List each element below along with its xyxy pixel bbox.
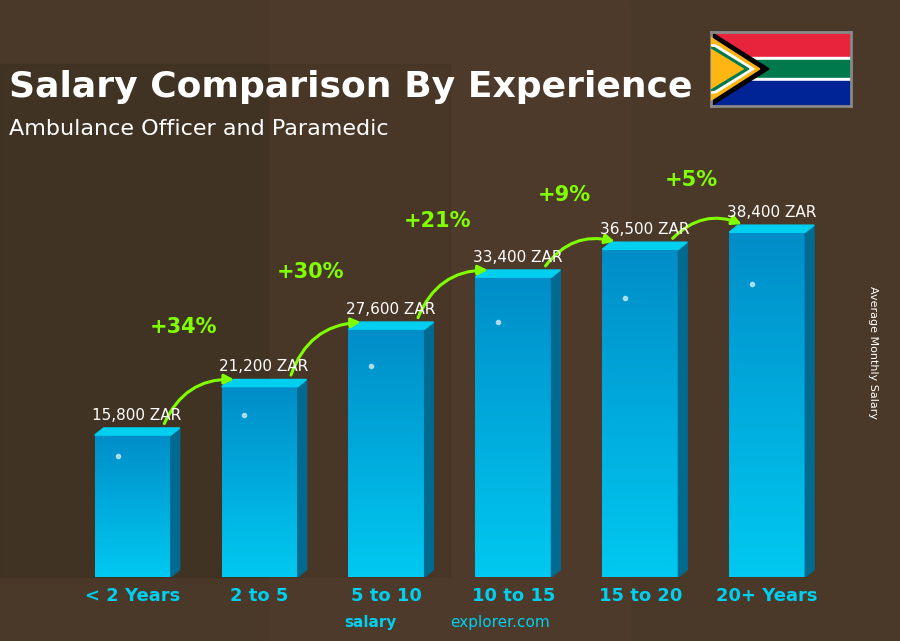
Bar: [729, 531, 806, 537]
Bar: [729, 542, 806, 548]
Bar: [348, 573, 425, 577]
Bar: [221, 406, 298, 409]
Bar: [221, 548, 298, 551]
Bar: [94, 483, 171, 485]
Bar: [94, 499, 171, 501]
Polygon shape: [711, 78, 850, 81]
Bar: [221, 450, 298, 453]
Bar: [602, 528, 679, 533]
Bar: [602, 304, 679, 310]
Bar: [221, 396, 298, 399]
Bar: [475, 462, 552, 467]
Bar: [475, 537, 552, 542]
Bar: [729, 503, 806, 508]
Bar: [729, 278, 806, 284]
Bar: [729, 324, 806, 330]
Bar: [221, 444, 298, 447]
Bar: [94, 478, 171, 480]
Bar: [602, 249, 679, 577]
Bar: [729, 336, 806, 342]
Bar: [348, 515, 425, 519]
Bar: [221, 507, 298, 510]
Bar: [94, 574, 171, 577]
Polygon shape: [711, 60, 850, 78]
Bar: [602, 293, 679, 299]
FancyArrowPatch shape: [165, 375, 230, 424]
Polygon shape: [425, 322, 434, 577]
Bar: [475, 507, 552, 512]
Text: salary: salary: [344, 615, 396, 630]
Bar: [475, 532, 552, 537]
Bar: [348, 531, 425, 536]
Text: 21,200 ZAR: 21,200 ZAR: [219, 359, 309, 374]
Bar: [94, 532, 171, 535]
Bar: [602, 347, 679, 353]
Bar: [221, 482, 298, 485]
Bar: [94, 549, 171, 551]
Bar: [348, 420, 425, 424]
Bar: [475, 287, 552, 292]
Bar: [729, 296, 806, 301]
Bar: [221, 437, 298, 440]
Bar: [221, 415, 298, 419]
Bar: [348, 528, 425, 531]
Bar: [221, 497, 298, 501]
Bar: [602, 282, 679, 288]
Bar: [729, 376, 806, 381]
Bar: [729, 319, 806, 324]
Bar: [602, 386, 679, 391]
Bar: [94, 466, 171, 468]
Bar: [475, 297, 552, 302]
Bar: [475, 377, 552, 382]
Bar: [221, 567, 298, 570]
Polygon shape: [221, 379, 307, 387]
Bar: [221, 539, 298, 542]
Bar: [729, 290, 806, 296]
Bar: [729, 491, 806, 497]
Text: +30%: +30%: [276, 262, 344, 281]
Bar: [475, 322, 552, 327]
Bar: [221, 425, 298, 428]
Bar: [348, 424, 425, 428]
Bar: [94, 508, 171, 511]
Bar: [348, 453, 425, 457]
Bar: [348, 379, 425, 383]
Bar: [348, 399, 425, 404]
Bar: [602, 424, 679, 429]
Bar: [94, 461, 171, 463]
Bar: [475, 572, 552, 577]
Bar: [348, 333, 425, 337]
Bar: [221, 466, 298, 469]
Bar: [348, 416, 425, 420]
Polygon shape: [711, 81, 850, 106]
Bar: [602, 440, 679, 446]
Bar: [729, 479, 806, 485]
Polygon shape: [298, 379, 307, 577]
Polygon shape: [729, 225, 814, 232]
Bar: [94, 470, 171, 473]
Bar: [94, 435, 171, 437]
Bar: [348, 329, 425, 577]
Bar: [602, 462, 679, 468]
Bar: [602, 484, 679, 490]
Bar: [729, 232, 806, 238]
Bar: [94, 501, 171, 504]
Text: +9%: +9%: [537, 185, 590, 205]
Bar: [221, 476, 298, 479]
Bar: [729, 330, 806, 336]
Bar: [348, 358, 425, 362]
Polygon shape: [679, 242, 688, 577]
Bar: [94, 435, 171, 577]
Bar: [602, 375, 679, 380]
Bar: [94, 494, 171, 497]
Bar: [348, 374, 425, 379]
Bar: [602, 260, 679, 266]
Bar: [94, 463, 171, 466]
Bar: [729, 261, 806, 267]
Bar: [602, 571, 679, 577]
Bar: [475, 307, 552, 312]
Bar: [94, 546, 171, 549]
Bar: [602, 495, 679, 501]
Bar: [729, 267, 806, 272]
